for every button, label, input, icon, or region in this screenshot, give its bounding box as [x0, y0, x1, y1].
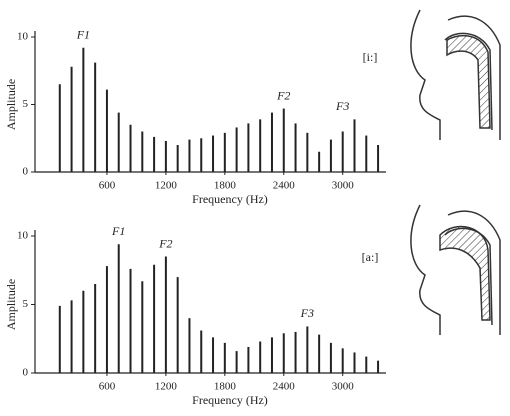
x-tick-label: 600 — [99, 381, 116, 393]
y-tick-label: 0 — [23, 367, 29, 379]
formant-label: F2 — [158, 236, 172, 250]
y-tick-label: 10 — [17, 230, 29, 242]
x-tick-label: 600 — [99, 180, 116, 192]
formant-label: F3 — [300, 306, 314, 320]
x-tick-label: 3000 — [332, 180, 355, 192]
y-tick-label: 0 — [23, 166, 29, 178]
formant-label: F2 — [276, 88, 290, 102]
formant-label: F3 — [335, 99, 349, 113]
vocal-tract-drawings — [411, 10, 500, 335]
y-axis-label: Amplitude — [4, 279, 18, 330]
figure: 0 5 10 600 1200 1800 2400 3000 Frequency (Hz) Amp… — [0, 0, 510, 416]
x-tick-label: 2400 — [273, 180, 296, 192]
y-axis-label: Amplitude — [4, 79, 18, 130]
x-axis-label: Frequency (Hz) — [192, 393, 268, 407]
y-tick-label: 5 — [23, 298, 29, 310]
vowel-label: [i:] — [363, 50, 378, 64]
x-tick-label: 3000 — [332, 381, 355, 393]
x-axis-label: Frequency (Hz) — [192, 192, 268, 206]
x-tick-label: 2400 — [273, 381, 296, 393]
x-tick-label: 1800 — [214, 180, 237, 192]
formant-label: F1 — [76, 28, 90, 42]
y-tick-label: 5 — [23, 98, 29, 110]
y-tick-label: 10 — [17, 31, 29, 43]
x-tick-label: 1200 — [155, 381, 178, 393]
tongue-top — [447, 36, 490, 128]
x-tick-label: 1200 — [155, 180, 178, 192]
x-tick-label: 1800 — [214, 381, 237, 393]
vowel-label: [a:] — [362, 250, 379, 264]
tongue-bottom — [440, 227, 490, 320]
formant-label: F1 — [111, 224, 125, 238]
